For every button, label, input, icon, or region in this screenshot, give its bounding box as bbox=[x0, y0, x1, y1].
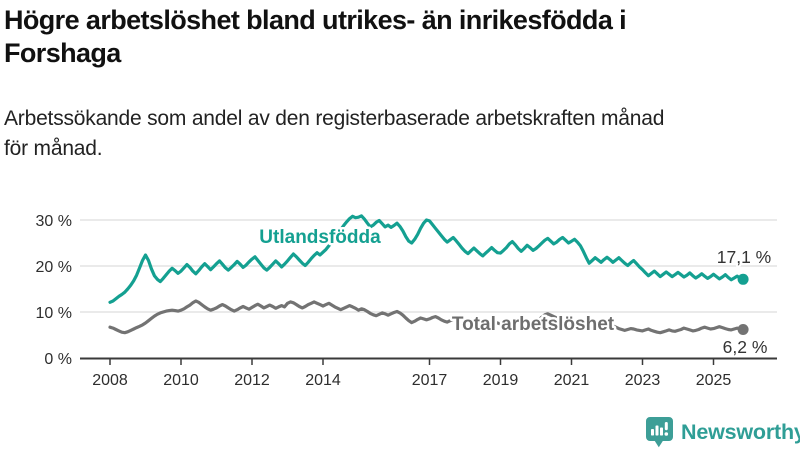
exclamation-stem bbox=[664, 422, 668, 431]
x-tick-label: 2010 bbox=[163, 372, 199, 389]
series-label-utlandsfodda: Utlandsfödda bbox=[259, 227, 381, 248]
y-tick-label: 30 % bbox=[36, 213, 72, 230]
bar-2 bbox=[655, 425, 659, 436]
y-axis-labels: 0 % 10 % 20 % 30 % bbox=[36, 213, 72, 368]
x-tick-label: 2014 bbox=[305, 372, 341, 389]
y-tick-label: 10 % bbox=[36, 305, 72, 322]
x-tick-label: 2025 bbox=[696, 372, 732, 389]
speech-bubble-shape bbox=[646, 417, 673, 448]
x-axis: 2008 2010 2012 2014 2017 2019 2021 2023 2025 bbox=[80, 357, 777, 389]
bar-1 bbox=[651, 429, 654, 436]
end-value-label-total: 6,2 % bbox=[723, 337, 768, 357]
newsworthy-logo[interactable]: Newsworthy bbox=[645, 416, 800, 448]
bar-3 bbox=[660, 427, 663, 436]
x-tick-label: 2019 bbox=[483, 372, 519, 389]
x-tick-label: 2017 bbox=[412, 372, 448, 389]
page-subtitle: Arbetssökande som andel av den registerb… bbox=[4, 107, 665, 160]
end-value-label-utlandsfodda: 17,1 % bbox=[717, 247, 771, 267]
series-lines bbox=[108, 214, 749, 335]
brand-name: Newsworthy bbox=[681, 419, 800, 444]
series-label-total-arbetsloshet: Total arbetslöshet bbox=[452, 314, 615, 335]
series-line-total bbox=[108, 299, 745, 335]
x-tick-label: 2023 bbox=[625, 372, 661, 389]
y-tick-label: 0 % bbox=[44, 351, 72, 368]
x-tick-label: 2008 bbox=[92, 372, 128, 389]
exclamation-dot bbox=[664, 432, 669, 436]
page-title: Högre arbetslöshet bland utrikes- än inr… bbox=[4, 5, 627, 68]
series-end-dot-utlandsfodda bbox=[737, 273, 749, 285]
x-tick-label: 2021 bbox=[554, 372, 590, 389]
x-tick-label: 2012 bbox=[234, 372, 270, 389]
y-tick-label: 20 % bbox=[36, 259, 72, 276]
series-end-dot-total bbox=[737, 324, 749, 335]
newsworthy-bubble-icon bbox=[646, 417, 673, 448]
series-line-utlandsfodda bbox=[108, 214, 745, 304]
